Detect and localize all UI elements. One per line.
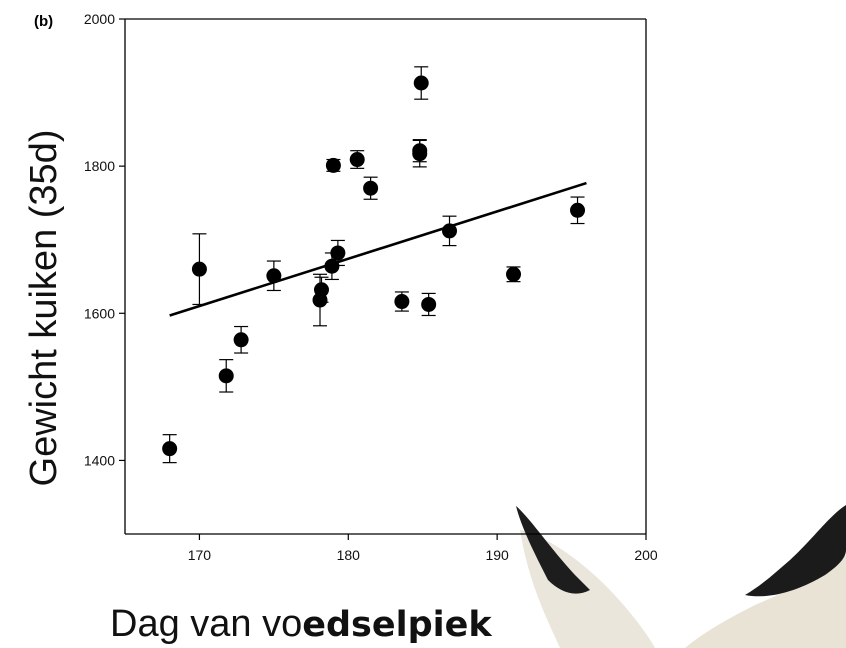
data-point-group	[218, 359, 234, 393]
data-point-group	[330, 239, 346, 267]
data-point	[349, 152, 365, 168]
data-point-group	[506, 266, 522, 283]
data-point	[394, 294, 410, 310]
data-point-group	[162, 434, 178, 464]
x-axis-label-bold: edselpiek	[302, 605, 492, 645]
data-point	[218, 368, 234, 384]
y-ticks: 1400 1600 1800 2000	[84, 11, 125, 468]
data-point-group	[394, 291, 410, 312]
data-point-group	[266, 260, 282, 292]
x-tick-label: 170	[188, 547, 212, 563]
plot-axes	[124, 18, 647, 535]
data-point-group	[421, 292, 437, 317]
trendline-group	[169, 181, 587, 317]
data-point-group	[442, 215, 458, 247]
data-point	[324, 258, 340, 274]
right-wing-tip	[745, 505, 846, 597]
x-axis-label-regular: Dag van vo	[110, 603, 302, 645]
data-point-group	[313, 276, 329, 303]
y-tick-label: 2000	[84, 11, 115, 27]
panel-label: (b)	[34, 13, 53, 30]
y-axis-label: Gewicht kuiken (35d)	[23, 130, 65, 487]
y-tick-label: 1800	[84, 158, 115, 174]
data-point-group	[325, 157, 341, 173]
bird-wings-illustration	[516, 505, 846, 648]
y-tick-label: 1400	[84, 452, 115, 468]
data-point	[313, 282, 329, 298]
data-point	[442, 223, 458, 239]
data-point-group	[412, 139, 428, 168]
data-point-group	[312, 273, 328, 327]
y-tick-label: 1600	[84, 305, 115, 321]
data-points	[162, 66, 586, 464]
x-tick-label: 180	[337, 547, 361, 563]
left-wing-tip	[516, 506, 590, 594]
data-point	[421, 296, 437, 312]
data-point-group	[570, 196, 586, 225]
data-point-group	[191, 233, 207, 306]
data-point	[191, 261, 207, 277]
data-point	[233, 332, 249, 348]
data-point	[413, 75, 429, 91]
data-point	[412, 146, 428, 162]
x-tick-label: 190	[485, 547, 509, 563]
data-point	[330, 245, 346, 261]
data-point-group	[363, 176, 379, 200]
data-point	[162, 441, 178, 457]
x-ticks: 170 180 190 200	[188, 534, 658, 563]
data-point	[506, 266, 522, 282]
trendline	[169, 181, 587, 317]
data-point	[363, 180, 379, 196]
x-tick-label: 200	[634, 547, 658, 563]
data-point	[325, 157, 341, 173]
data-point-group	[413, 66, 429, 100]
x-axis-label: Dag van voedselpiek	[110, 603, 492, 645]
right-wing	[685, 555, 846, 648]
data-point	[570, 202, 586, 218]
data-point-group	[233, 325, 249, 354]
data-point-group	[349, 150, 365, 169]
data-point	[266, 268, 282, 284]
